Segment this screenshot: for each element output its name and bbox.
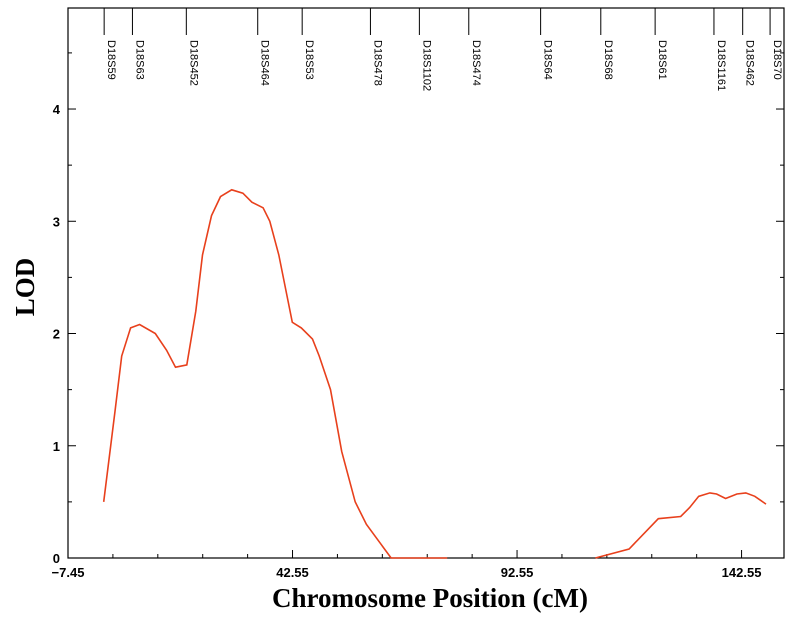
series-group: [102, 188, 767, 559]
y-tick-label: 4: [53, 102, 61, 117]
marker-label: D18S1102: [420, 40, 432, 91]
marker-label: D18S59: [105, 40, 117, 80]
marker-label: D18S1161: [715, 40, 727, 91]
marker-label: D18S478: [371, 40, 383, 86]
marker-label: D18S474: [470, 40, 482, 86]
x-axis: −7.45 42.55 92.55 142.55: [52, 550, 762, 580]
marker-label: D18S70: [771, 40, 783, 80]
marker-label: D18S61: [656, 40, 668, 80]
marker-track: D18S59 D18S63 D18S452 D18S464 D18S53 D18S478 D…: [103, 8, 783, 91]
x-tick-label: 42.55: [276, 565, 309, 580]
y-tick-label: 1: [53, 439, 60, 454]
x-tick-label: 92.55: [501, 565, 534, 580]
marker-label: D18S464: [259, 40, 271, 86]
y-tick-label: 3: [53, 214, 60, 229]
lod-series-line: [595, 492, 767, 559]
marker-label: D18S452: [187, 40, 199, 86]
marker-label: D18S64: [542, 40, 554, 80]
marker-label: D18S462: [744, 40, 756, 86]
y-tick-label: 0: [53, 551, 60, 566]
x-tick-label: 142.55: [722, 565, 762, 580]
x-axis-title: Chromosome Position (cM): [272, 583, 588, 613]
marker-label: D18S68: [602, 40, 614, 80]
x-tick-label: −7.45: [52, 565, 85, 580]
marker-label: D18S53: [303, 40, 315, 80]
lod-series-line: [102, 188, 448, 559]
marker-label: D18S63: [133, 40, 145, 80]
y-axis-title: LOD: [10, 258, 40, 317]
y-tick-label: 2: [53, 327, 60, 342]
y-axis: 0 1 2 3 4: [53, 52, 784, 566]
